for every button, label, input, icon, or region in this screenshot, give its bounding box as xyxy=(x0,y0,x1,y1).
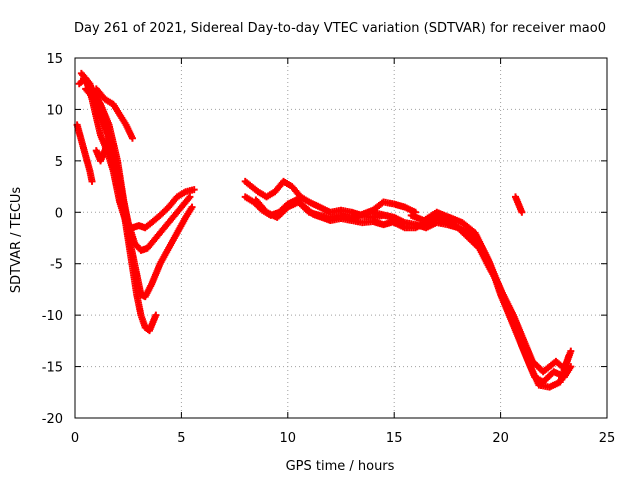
y-tick-label: -15 xyxy=(42,361,63,376)
x-tick-label: 20 xyxy=(492,431,509,446)
axis-ticks: 0 5 10 15 20 25 15 10 5 0 -5 -10 -15 -20 xyxy=(42,52,616,446)
series-track-a xyxy=(73,121,96,185)
data-point xyxy=(88,177,96,185)
data-point xyxy=(190,186,198,194)
data-point xyxy=(108,140,116,148)
x-tick-label: 5 xyxy=(177,431,185,446)
y-tick-label: 15 xyxy=(46,52,63,67)
x-tick-label: 0 xyxy=(71,431,79,446)
data-marks xyxy=(73,69,575,391)
y-axis-label: SDTVAR / TECUs xyxy=(9,187,24,294)
plot-frame xyxy=(74,57,608,419)
y-tick-label: -5 xyxy=(50,258,63,273)
chart-title: Day 261 of 2021, Sidereal Day-to-day VTE… xyxy=(74,21,606,36)
data-point xyxy=(518,208,526,216)
y-tick-label: -20 xyxy=(42,412,63,427)
y-tick-label: 10 xyxy=(46,103,63,118)
series-track-j xyxy=(252,196,419,222)
series-track-n xyxy=(511,193,526,216)
x-axis-label: GPS time / hours xyxy=(286,459,395,474)
series-track-k xyxy=(369,208,575,386)
y-tick-label: 0 xyxy=(55,206,63,221)
series-track-m xyxy=(407,208,575,376)
data-point xyxy=(186,193,194,201)
y-tick-label: 5 xyxy=(55,155,63,170)
data-point xyxy=(109,141,117,149)
x-tick-label: 10 xyxy=(280,431,297,446)
y-tick-label: -10 xyxy=(42,309,63,324)
data-point xyxy=(188,203,196,211)
series-track-g xyxy=(92,136,117,165)
data-point xyxy=(152,311,160,319)
data-point xyxy=(128,134,136,142)
x-tick-label: 25 xyxy=(599,431,616,446)
x-tick-label: 15 xyxy=(386,431,403,446)
data-point xyxy=(567,347,575,355)
series-track-f xyxy=(92,85,136,142)
